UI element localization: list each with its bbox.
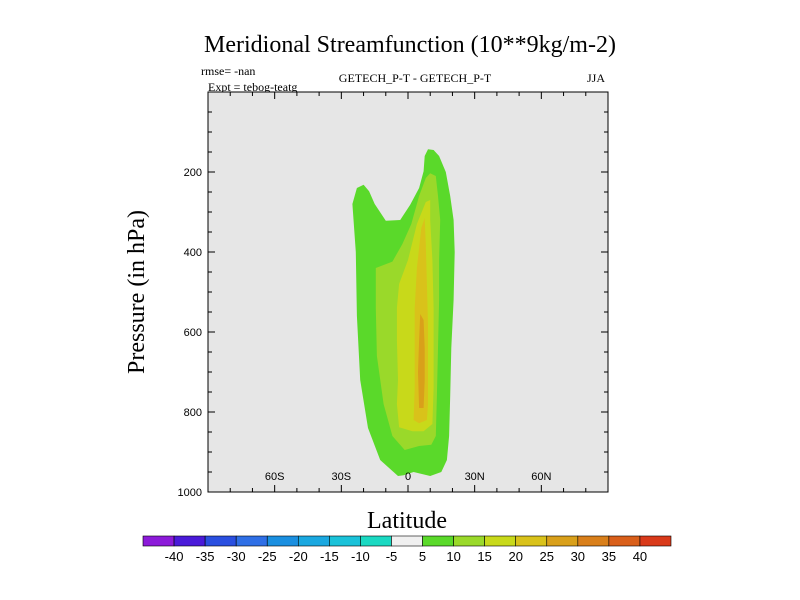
- colorbar-segment: [484, 535, 517, 547]
- x-tick-label: 30S: [332, 471, 352, 483]
- colorbar-tick-label: 20: [508, 549, 522, 564]
- colorbar-segment: [391, 535, 423, 547]
- colorbar-tick-label: -10: [351, 549, 370, 564]
- colorbar-segment: [577, 535, 610, 547]
- colorbar-segment: [608, 535, 641, 547]
- contour-fill-25-30: [418, 314, 425, 408]
- plot-frame: [207, 91, 609, 493]
- colorbar: -40 -35 -30 -25 -20 -15 -10 -5 5 10 15 20 25 30 35 40: [142, 535, 672, 564]
- chart-title: Meridional Streamfunction (10**9kg/m-2): [204, 32, 616, 58]
- y-tick-label: 200: [184, 167, 202, 179]
- x-tick-label: 60N: [531, 471, 551, 483]
- colorbar-tick-label: 35: [602, 549, 616, 564]
- colorbar-segment: [546, 535, 579, 547]
- colorbar-tick-label: -5: [386, 549, 398, 564]
- colorbar-segment: [639, 535, 672, 547]
- y-tick-label: 600: [184, 327, 202, 339]
- plot-area: 60S 30S 0 30N 60N 200 400 600 800 1000: [178, 91, 609, 499]
- colorbar-segment: [142, 535, 175, 547]
- colorbar-segment: [515, 535, 548, 547]
- colorbar-tick-label: 40: [633, 549, 647, 564]
- x-tick-label: 0: [405, 471, 411, 483]
- colorbar-segment: [297, 535, 330, 547]
- colorbar-tick-label: 15: [477, 549, 491, 564]
- colorbar-tick-label: 25: [540, 549, 554, 564]
- contour-layer: [352, 149, 455, 476]
- colorbar-segment: [360, 535, 392, 547]
- colorbar-tick-label: -35: [196, 549, 215, 564]
- x-tick-label: 60S: [265, 471, 285, 483]
- colorbar-tick-label: 10: [446, 549, 460, 564]
- colorbar-segment: [266, 535, 299, 547]
- x-axis-label: Latitude: [367, 508, 447, 534]
- expt-annotation: Expt = tebog-teatg: [208, 80, 297, 94]
- x-tick-label: 30N: [465, 471, 485, 483]
- season-annotation: JJA: [587, 71, 605, 85]
- colorbar-tick-label: -30: [227, 549, 246, 564]
- colorbar-segment: [173, 535, 206, 547]
- colorbar-tick-label: -15: [320, 549, 339, 564]
- colorbar-tick-label: 30: [571, 549, 585, 564]
- y-axis-label: Pressure (in hPa): [124, 210, 150, 374]
- colorbar-segment: [422, 535, 454, 547]
- colorbar-segment: [453, 535, 485, 547]
- y-tick-label: 800: [184, 407, 202, 419]
- colorbar-segment: [329, 535, 361, 547]
- rmse-annotation: rmse= -nan: [201, 64, 255, 78]
- colorbar-tick-label: -40: [165, 549, 184, 564]
- y-tick-label: 1000: [178, 487, 202, 499]
- colorbar-segment: [204, 535, 237, 547]
- colorbar-tick-label: 5: [419, 549, 426, 564]
- colorbar-tick-label: -25: [258, 549, 277, 564]
- y-tick-label: 400: [184, 247, 202, 259]
- comparison-annotation: GETECH_P-T - GETECH_P-T: [339, 71, 492, 85]
- colorbar-segment: [235, 535, 268, 547]
- colorbar-tick-label: -20: [289, 549, 308, 564]
